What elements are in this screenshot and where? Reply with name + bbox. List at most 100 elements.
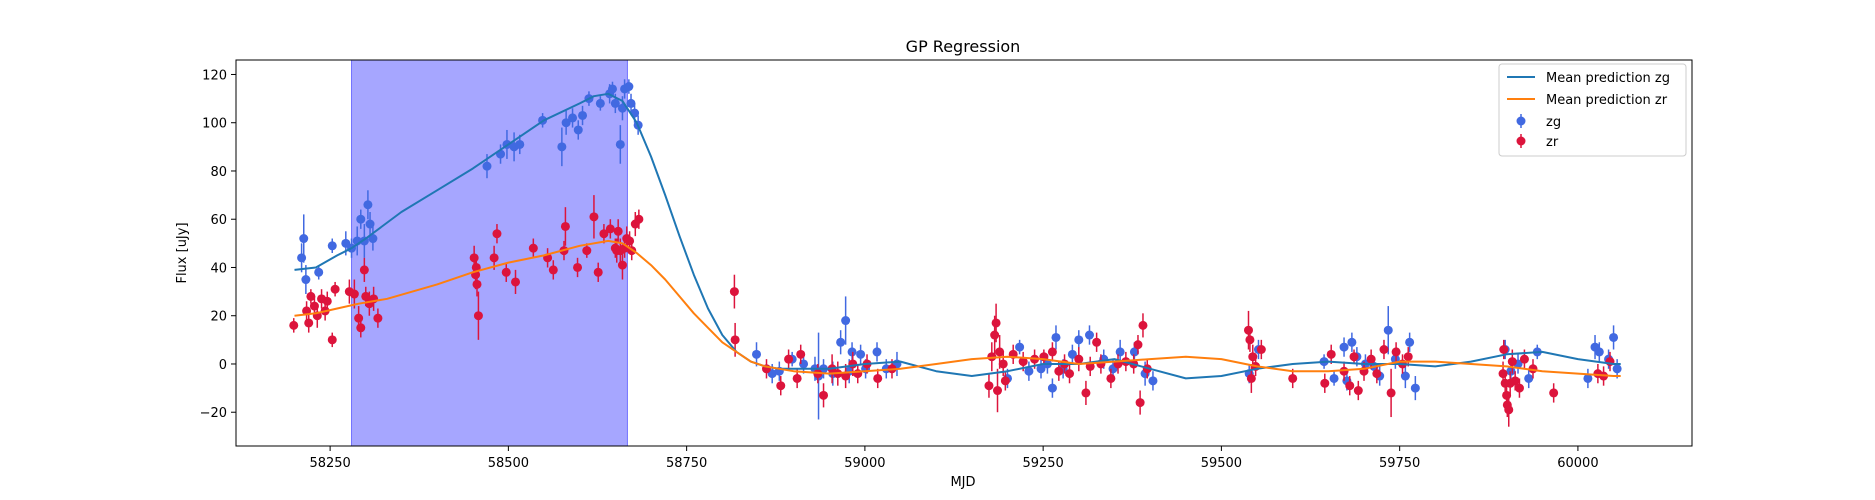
marker	[1320, 378, 1330, 388]
data-point-zr	[991, 303, 1001, 343]
marker	[1081, 388, 1091, 398]
data-point-zr	[634, 209, 644, 229]
marker	[1379, 345, 1389, 354]
data-point-zg	[301, 265, 311, 295]
marker	[1403, 352, 1413, 362]
marker	[1246, 373, 1256, 383]
data-point-zg	[573, 120, 583, 140]
data-point-zg	[1405, 332, 1415, 352]
marker	[469, 253, 479, 263]
y-tick-label: 40	[210, 261, 227, 276]
data-point-zg	[1329, 371, 1339, 386]
marker	[776, 381, 786, 391]
data-point-zr	[1138, 313, 1148, 338]
marker	[1047, 347, 1057, 357]
marker	[1256, 345, 1266, 354]
marker	[730, 335, 740, 345]
marker	[1372, 369, 1382, 379]
marker	[1245, 335, 1255, 345]
marker	[1400, 371, 1410, 381]
marker	[297, 253, 307, 263]
marker	[990, 330, 1000, 340]
y-tick-label: 80	[210, 165, 227, 180]
marker	[1065, 369, 1075, 379]
marker	[365, 219, 375, 229]
marker	[613, 226, 623, 236]
marker	[1084, 330, 1094, 340]
data-point-zr	[306, 289, 316, 304]
x-tick-label: 58500	[488, 456, 529, 471]
marker	[1519, 354, 1529, 364]
data-point-zg	[1067, 344, 1077, 364]
observations-layer	[289, 79, 1622, 427]
marker	[1549, 388, 1559, 398]
marker	[993, 386, 1003, 396]
data-point-zg	[327, 238, 337, 253]
marker	[573, 125, 583, 135]
marker	[1498, 369, 1508, 379]
x-tick-label: 59500	[1201, 456, 1242, 471]
y-tick-label: 120	[202, 68, 227, 83]
data-point-zg	[626, 93, 636, 114]
marker	[492, 229, 502, 239]
marker	[841, 316, 851, 326]
marker	[1047, 383, 1057, 393]
data-point-zr	[589, 195, 599, 239]
x-axis-title: MJD	[950, 475, 975, 490]
marker	[1345, 381, 1355, 391]
data-point-zr	[599, 224, 609, 244]
marker	[626, 98, 636, 108]
data-point-zg	[363, 190, 373, 220]
marker	[1353, 386, 1363, 396]
marker	[595, 98, 605, 108]
y-tick-label: 0	[219, 358, 227, 373]
marker	[330, 284, 340, 294]
data-point-zr	[289, 318, 299, 333]
marker	[473, 311, 483, 321]
marker	[1015, 342, 1025, 352]
marker	[984, 381, 994, 391]
marker	[327, 241, 337, 251]
marker	[752, 349, 762, 359]
line-mean-prediction-zg	[294, 92, 1621, 380]
marker	[784, 354, 794, 364]
marker	[1092, 337, 1102, 347]
marker	[482, 161, 492, 171]
marker	[1391, 347, 1401, 357]
data-point-zg	[365, 211, 375, 237]
marker	[582, 246, 592, 256]
y-tick-label: 20	[210, 310, 227, 325]
marker	[1405, 337, 1415, 347]
data-point-zr	[304, 313, 314, 333]
data-point-zr	[373, 308, 383, 328]
data-point-zr	[1504, 392, 1514, 427]
marker	[1106, 373, 1116, 383]
data-point-zr	[593, 262, 603, 282]
data-point-zg	[1524, 368, 1534, 389]
legend: Mean prediction zg Mean prediction zr zg…	[1498, 63, 1687, 157]
data-point-zg	[561, 110, 571, 135]
data-point-zg	[752, 342, 762, 367]
data-point-zg	[836, 330, 846, 355]
data-point-zr	[359, 257, 369, 282]
y-tick-label: 60	[210, 213, 227, 228]
marker	[1339, 366, 1349, 376]
marker	[568, 113, 578, 123]
marker	[1024, 366, 1034, 376]
x-axis: 58250 58500 58750 59000 59250 59500 59750 60000	[309, 446, 1599, 471]
mean-prediction-layer	[294, 92, 1621, 380]
marker	[557, 142, 567, 152]
line-mean-prediction-zr	[294, 239, 1621, 377]
marker	[301, 275, 311, 285]
marker	[1366, 354, 1376, 364]
data-point-zg	[1148, 371, 1158, 391]
data-point-zg	[1015, 339, 1025, 355]
marker	[578, 110, 588, 120]
marker	[1583, 373, 1593, 383]
data-point-zg	[1583, 368, 1593, 389]
data-point-zg	[1347, 332, 1357, 352]
data-point-zg	[624, 79, 634, 94]
marker	[1410, 383, 1420, 393]
marker	[359, 265, 369, 275]
data-point-zr	[1391, 342, 1401, 362]
